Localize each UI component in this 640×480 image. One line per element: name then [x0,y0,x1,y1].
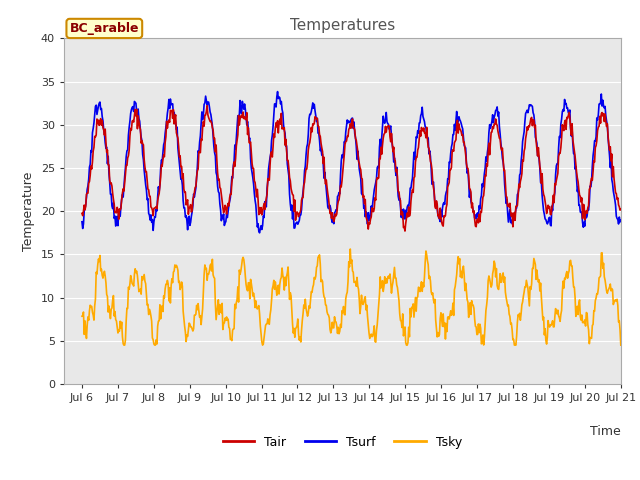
Text: BC_arable: BC_arable [70,22,139,35]
Text: Time: Time [590,425,621,438]
Title: Temperatures: Temperatures [290,18,395,33]
Y-axis label: Temperature: Temperature [22,171,35,251]
Legend: Tair, Tsurf, Tsky: Tair, Tsurf, Tsky [218,431,467,454]
